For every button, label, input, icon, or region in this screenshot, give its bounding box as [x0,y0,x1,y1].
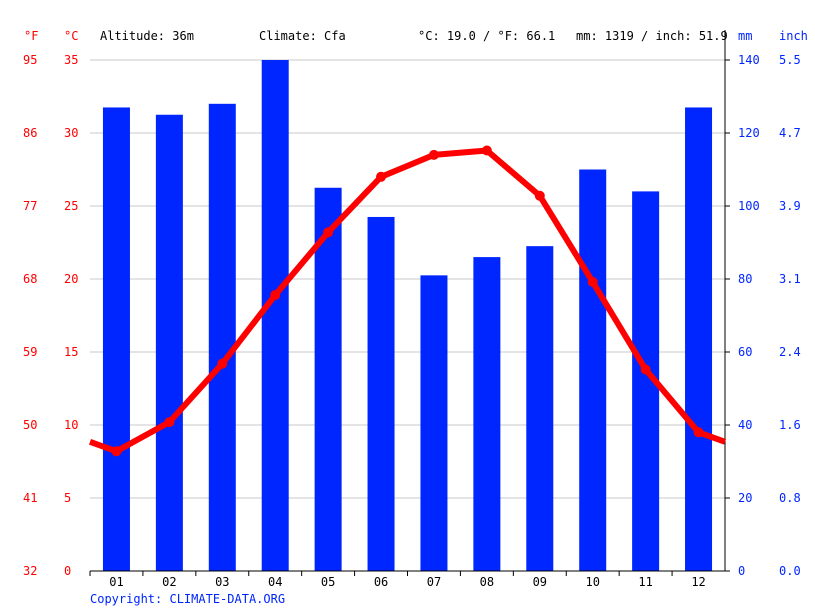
tick-label-c: 35 [64,53,78,67]
climate-label: Climate: Cfa [259,29,346,43]
temperature-point [693,427,704,438]
month-label: 06 [374,575,388,589]
altitude-label: Altitude: 36m [100,29,194,43]
precip-bar [526,246,554,571]
celsius-unit: °C [64,29,78,43]
tick-label-inch: 3.9 [779,199,801,213]
tick-label-f: 50 [23,418,37,432]
temperature-point [323,227,334,238]
precip-bar [261,60,289,571]
tick-label-inch: 2.4 [779,345,801,359]
tick-label-mm: 0 [738,564,745,578]
temperature-point [270,290,281,301]
temperature-point [376,171,387,182]
tick-label-inch: 0.0 [779,564,801,578]
month-label: 08 [480,575,494,589]
month-label: 11 [638,575,652,589]
tick-label-inch: 1.6 [779,418,801,432]
tick-label-c: 15 [64,345,78,359]
tick-label-c: 30 [64,126,78,140]
tick-label-f: 95 [23,53,37,67]
precip-bar [473,257,501,571]
precip-total: mm: 1319 / inch: 51.9 [576,29,728,43]
tick-label-f: 86 [23,126,37,140]
precip-bar [155,114,183,571]
tick-label-inch: 3.1 [779,272,801,286]
month-label: 10 [585,575,599,589]
precip-bar [685,107,713,571]
temperature-point [164,417,175,428]
temperature-point [534,190,545,201]
tick-label-c: 25 [64,199,78,213]
tick-label-mm: 40 [738,418,752,432]
tick-label-f: 41 [23,491,37,505]
tick-label-inch: 0.8 [779,491,801,505]
tick-label-mm: 20 [738,491,752,505]
temperature-point [217,358,228,369]
tick-label-mm: 100 [738,199,760,213]
tick-label-c: 10 [64,418,78,432]
month-label: 02 [162,575,176,589]
tick-label-f: 32 [23,564,37,578]
tick-label-c: 20 [64,272,78,286]
month-label: 09 [533,575,547,589]
precip-bar [367,216,395,571]
fahrenheit-unit: °F [24,29,38,43]
temperature-point [428,149,439,160]
tick-label-mm: 140 [738,53,760,67]
temperature-point [587,276,598,287]
month-label: 05 [321,575,335,589]
month-label: 04 [268,575,282,589]
month-label: 07 [427,575,441,589]
temperature-point [111,446,122,457]
inch-unit: inch [779,29,808,43]
month-label: 01 [109,575,123,589]
mm-unit: mm [738,29,752,43]
tick-label-mm: 60 [738,345,752,359]
temp-average: °C: 19.0 / °F: 66.1 [418,29,555,43]
month-label: 12 [691,575,705,589]
tick-label-c: 0 [64,564,71,578]
tick-label-inch: 4.7 [779,126,801,140]
month-label: 03 [215,575,229,589]
temperature-point [481,145,492,156]
temperature-line [88,147,727,455]
tick-label-inch: 5.5 [779,53,801,67]
precip-bar [208,103,236,572]
tick-label-c: 5 [64,491,71,505]
tick-label-f: 59 [23,345,37,359]
precip-bar [579,169,607,571]
precip-bar [102,107,130,571]
tick-label-f: 68 [23,272,37,286]
precip-bar [420,275,448,571]
precip-bar [314,187,342,571]
temperature-point [640,364,651,375]
copyright: Copyright: CLIMATE-DATA.ORG [90,592,285,606]
tick-label-f: 77 [23,199,37,213]
tick-label-mm: 120 [738,126,760,140]
tick-label-mm: 80 [738,272,752,286]
